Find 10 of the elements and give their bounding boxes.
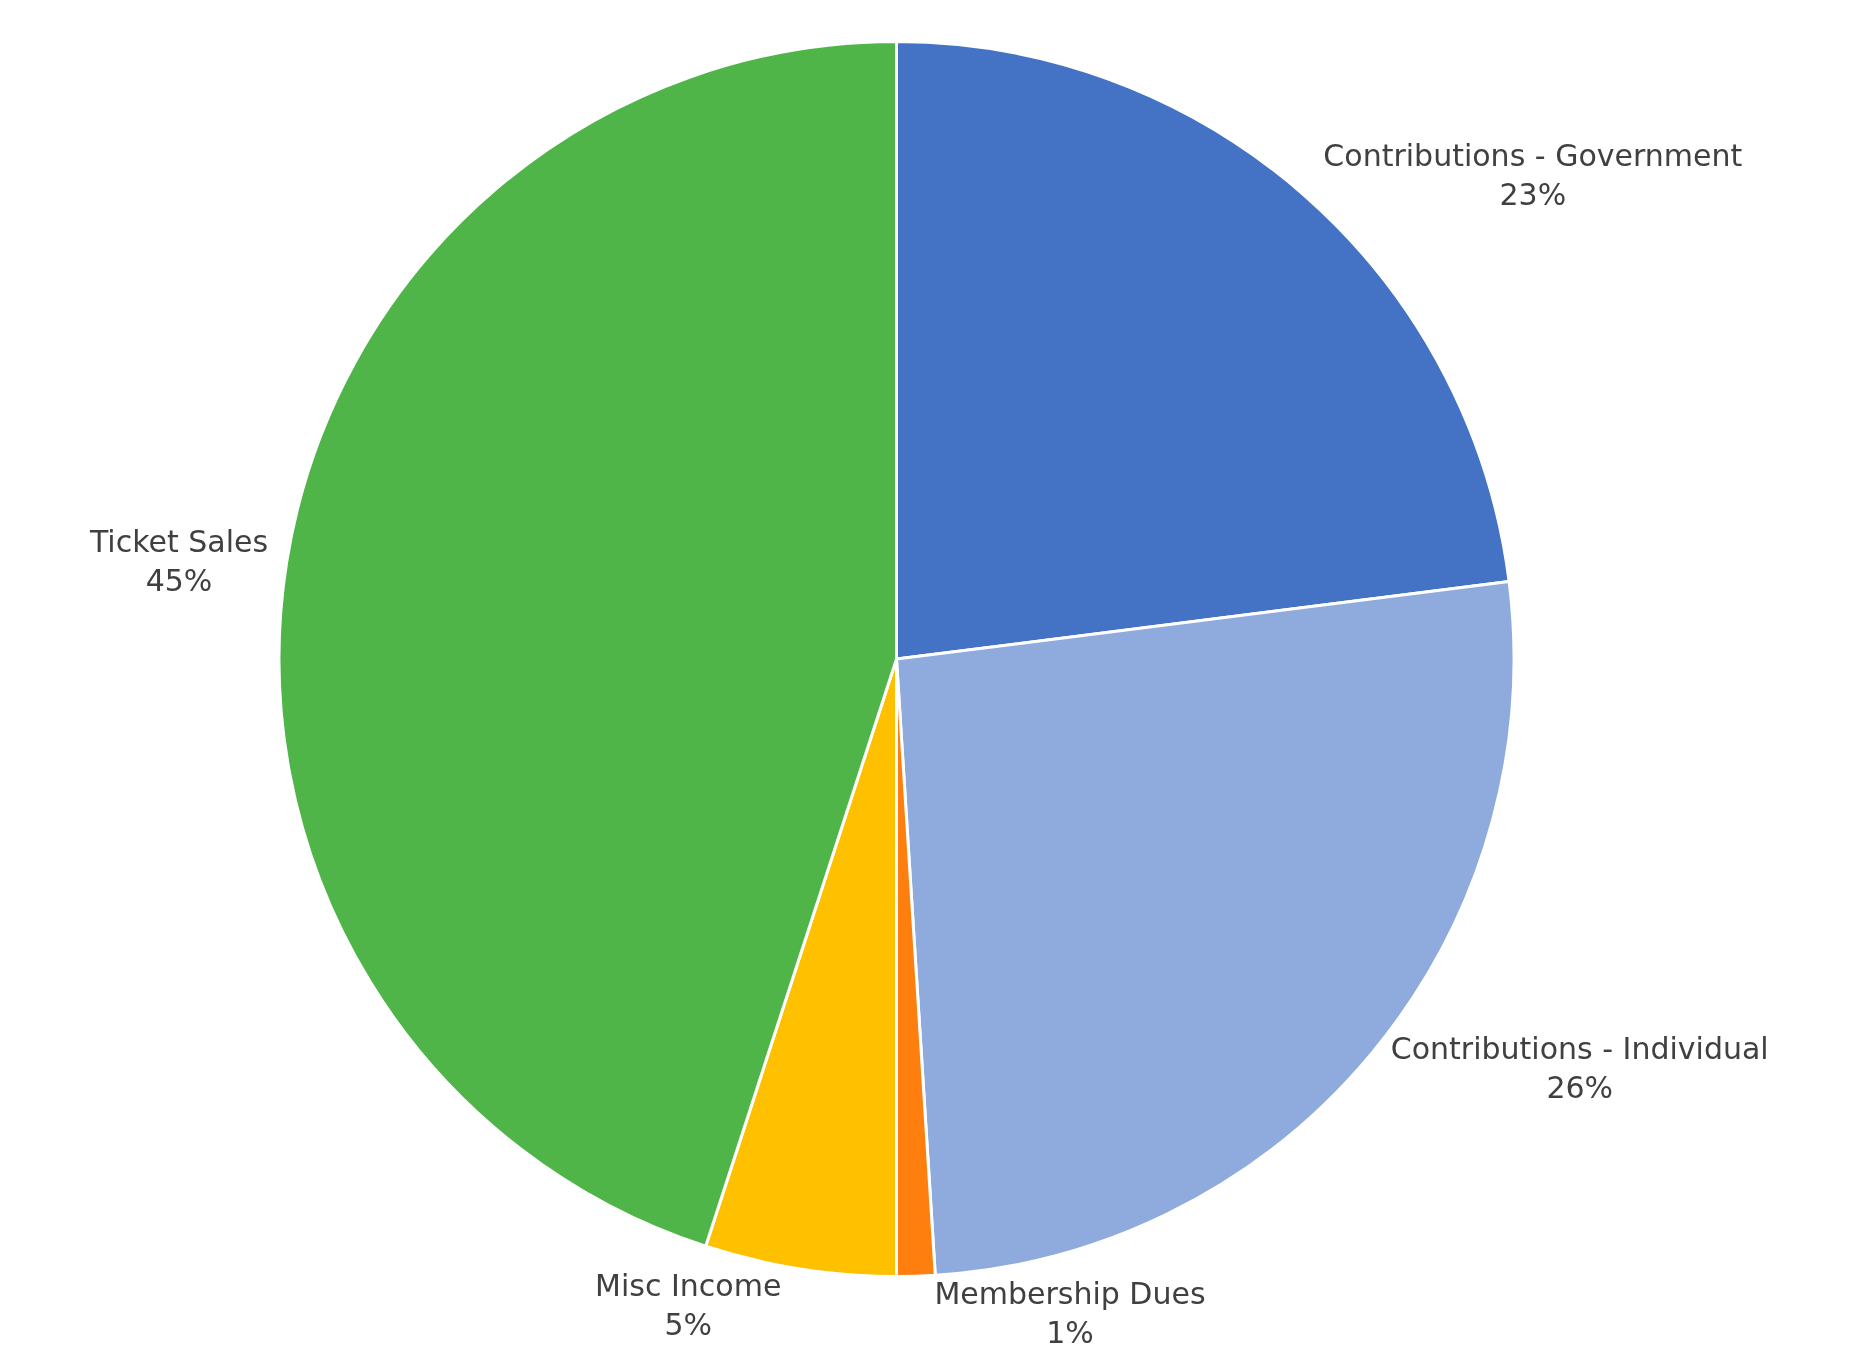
data-label: 26% (1546, 1069, 1614, 1105)
data-label: 23% (1499, 176, 1567, 212)
data-label: 45% (145, 563, 213, 599)
slice-label: Ticket Sales (88, 524, 269, 560)
data-label: 1% (1046, 1315, 1094, 1351)
data-label: 5% (664, 1306, 713, 1342)
slice-label: Contributions - Government (1323, 137, 1743, 173)
slice-label: Membership Dues (934, 1276, 1206, 1312)
slice-label: Misc Income (595, 1267, 782, 1303)
slice-label: Contributions - Individual (1390, 1030, 1769, 1066)
